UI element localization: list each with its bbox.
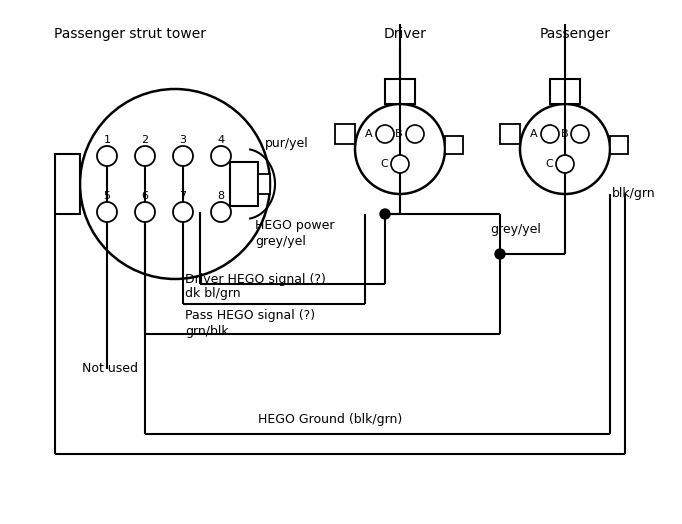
Text: 8: 8 [218, 191, 224, 201]
Circle shape [97, 146, 117, 166]
Circle shape [355, 104, 445, 194]
Text: B: B [396, 129, 403, 139]
Circle shape [135, 202, 155, 222]
Bar [230, 162, 258, 206]
Text: Passenger strut tower: Passenger strut tower [54, 27, 206, 41]
Text: Driver: Driver [383, 27, 426, 41]
Circle shape [520, 104, 610, 194]
Bar [335, 124, 355, 144]
Bar [385, 79, 415, 104]
Text: C: C [381, 159, 388, 169]
Circle shape [406, 125, 424, 143]
Text: 1: 1 [104, 135, 110, 145]
Text: 2: 2 [141, 135, 149, 145]
Text: Not used: Not used [82, 363, 138, 376]
Text: dk bl/grn: dk bl/grn [185, 288, 241, 300]
Text: grey/yel: grey/yel [490, 223, 541, 235]
Circle shape [571, 125, 589, 143]
Text: blk/grn: blk/grn [612, 188, 655, 201]
Text: C: C [545, 159, 553, 169]
Bar [500, 124, 520, 144]
Circle shape [135, 146, 155, 166]
Text: Pass HEGO signal (?): Pass HEGO signal (?) [185, 310, 315, 322]
Circle shape [97, 202, 117, 222]
Text: 3: 3 [179, 135, 186, 145]
Circle shape [211, 202, 231, 222]
Text: Driver HEGO signal (?): Driver HEGO signal (?) [185, 272, 326, 286]
Circle shape [173, 146, 193, 166]
Circle shape [495, 249, 505, 259]
Text: B: B [561, 129, 568, 139]
Bar [258, 174, 270, 194]
Text: A: A [366, 129, 373, 139]
Circle shape [376, 125, 394, 143]
Text: Passenger: Passenger [539, 27, 610, 41]
Circle shape [380, 209, 390, 219]
Text: 7: 7 [179, 191, 187, 201]
Circle shape [80, 89, 270, 279]
Text: 4: 4 [218, 135, 224, 145]
Text: grn/blk: grn/blk [185, 324, 228, 337]
Bar [445, 136, 463, 154]
Bar [55, 154, 80, 214]
Text: 6: 6 [141, 191, 149, 201]
Text: A: A [531, 129, 538, 139]
Circle shape [391, 155, 409, 173]
Circle shape [173, 202, 193, 222]
Circle shape [556, 155, 574, 173]
Text: 5: 5 [104, 191, 110, 201]
Text: HEGO power: HEGO power [255, 220, 334, 233]
Bar [610, 136, 628, 154]
Circle shape [211, 146, 231, 166]
Text: pur/yel: pur/yel [265, 137, 309, 150]
Circle shape [541, 125, 559, 143]
Text: HEGO Ground (blk/grn): HEGO Ground (blk/grn) [258, 412, 402, 425]
Bar [550, 79, 580, 104]
Text: grey/yel: grey/yel [255, 235, 306, 247]
